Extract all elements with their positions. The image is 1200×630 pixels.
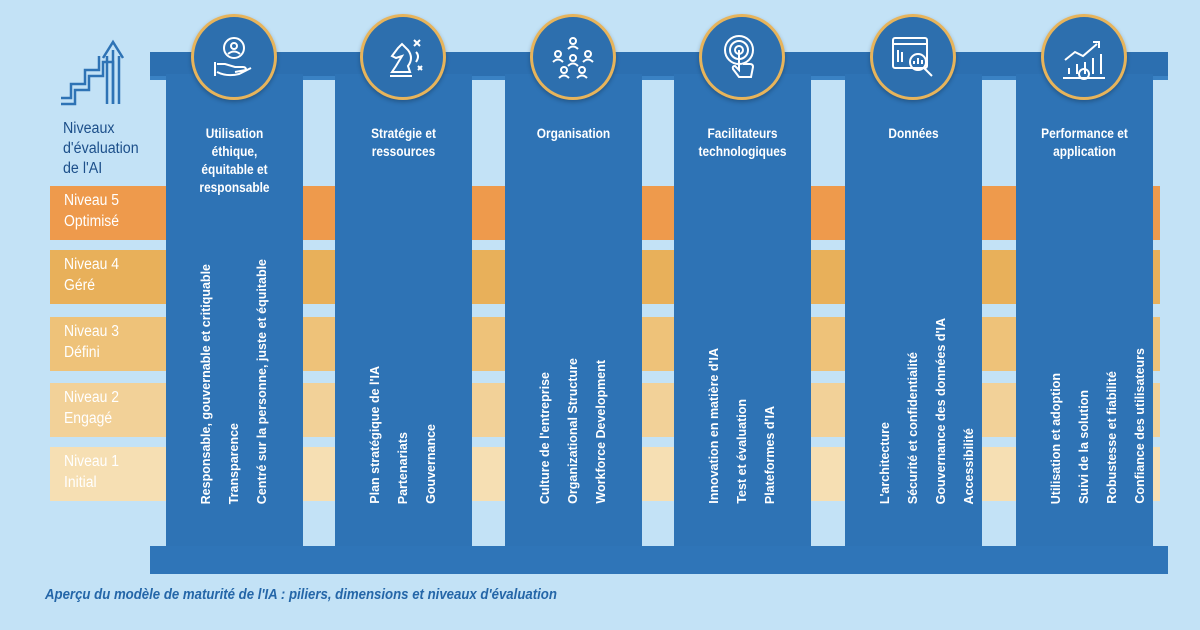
- level-label: Niveau 1 Initial: [64, 453, 120, 491]
- level-label: Niveau 2 Engagé: [64, 389, 120, 427]
- bottom-base: [150, 546, 1168, 574]
- level-label: Niveau 3 Défini: [64, 323, 120, 361]
- pillar-title: Utilisation éthique, équitable et respon…: [199, 125, 270, 195]
- dimension-label: Gouvernance des données d'IA: [934, 317, 948, 504]
- dimension-label: Innovation en matière d'IA: [707, 348, 721, 504]
- dimension-label: Robustesse et fiabilité: [1105, 371, 1119, 504]
- pillar-title: Performance et application: [1041, 125, 1128, 159]
- stairs-arrow-icon: [61, 39, 125, 106]
- pillar-icon-badge: [530, 14, 616, 100]
- pillar-title: Données: [888, 125, 939, 141]
- dimension-label: Gouvernance: [424, 424, 438, 504]
- pillar-icon-badge: [360, 14, 446, 100]
- dimension-label: Culture de l'entreprise: [538, 371, 552, 504]
- pillar-title: Facilitateurs technologiques: [698, 125, 787, 159]
- top-beam-edge: [150, 76, 1168, 80]
- dimension-label: Workforce Development: [594, 360, 608, 504]
- level-label: Niveau 4 Géré: [64, 256, 120, 294]
- pillar-title: Stratégie et ressources: [371, 125, 436, 159]
- top-beam: [150, 52, 1168, 78]
- level-label: Niveau 5 Optimisé: [64, 192, 120, 230]
- pillar-1: Utilisation éthique, équitable et respon…: [166, 74, 303, 546]
- dimension-label: Sécurité et confidentialité: [906, 351, 920, 504]
- dimension-label: Centré sur la personne, juste et équitab…: [255, 258, 269, 504]
- pillar-3: Organisation Culture de l'entreprise Organ…: [505, 74, 642, 546]
- caption: Aperçu du modèle de maturité de l'IA : p…: [45, 586, 557, 603]
- pillar-icon-badge: [1041, 14, 1127, 100]
- dimension-label: Suivi de la solution: [1077, 390, 1091, 504]
- pillar-6: Performance et application Utilisation et…: [1016, 74, 1153, 546]
- dimension-label: Utilisation et adoption: [1049, 372, 1063, 504]
- dimension-label: Organizational Structure: [566, 358, 580, 504]
- dimension-label: Accessibilité: [962, 427, 976, 504]
- pillar-title: Organisation: [536, 125, 611, 141]
- pillar-4: Facilitateurs technologiques Innovation e…: [674, 74, 811, 546]
- pillar-icon-badge: [870, 14, 956, 100]
- dimension-label: L'architecture: [878, 421, 892, 504]
- pillar-2: Stratégie et ressources Plan stratégique …: [335, 74, 472, 546]
- levels-title: Niveaux d'évaluation de l'AI: [63, 120, 139, 177]
- dimension-label: Transparence: [227, 422, 241, 504]
- dimension-label: Responsable, gouvernable et critiquable: [199, 263, 213, 504]
- dimension-label: Partenariats: [396, 431, 410, 504]
- dimension-label: Test et évaluation: [735, 399, 749, 504]
- pillar-5: Données L'architecture Sécurité et confide…: [845, 74, 982, 546]
- dimension-label: Confiance des utilisateurs: [1133, 348, 1147, 504]
- dimension-label: Plan stratégique de l'IA: [368, 366, 382, 504]
- pillar-icon-badge: [699, 14, 785, 100]
- dimension-label: Plateformes d'IA: [763, 405, 777, 504]
- pillar-icon-badge: [191, 14, 277, 100]
